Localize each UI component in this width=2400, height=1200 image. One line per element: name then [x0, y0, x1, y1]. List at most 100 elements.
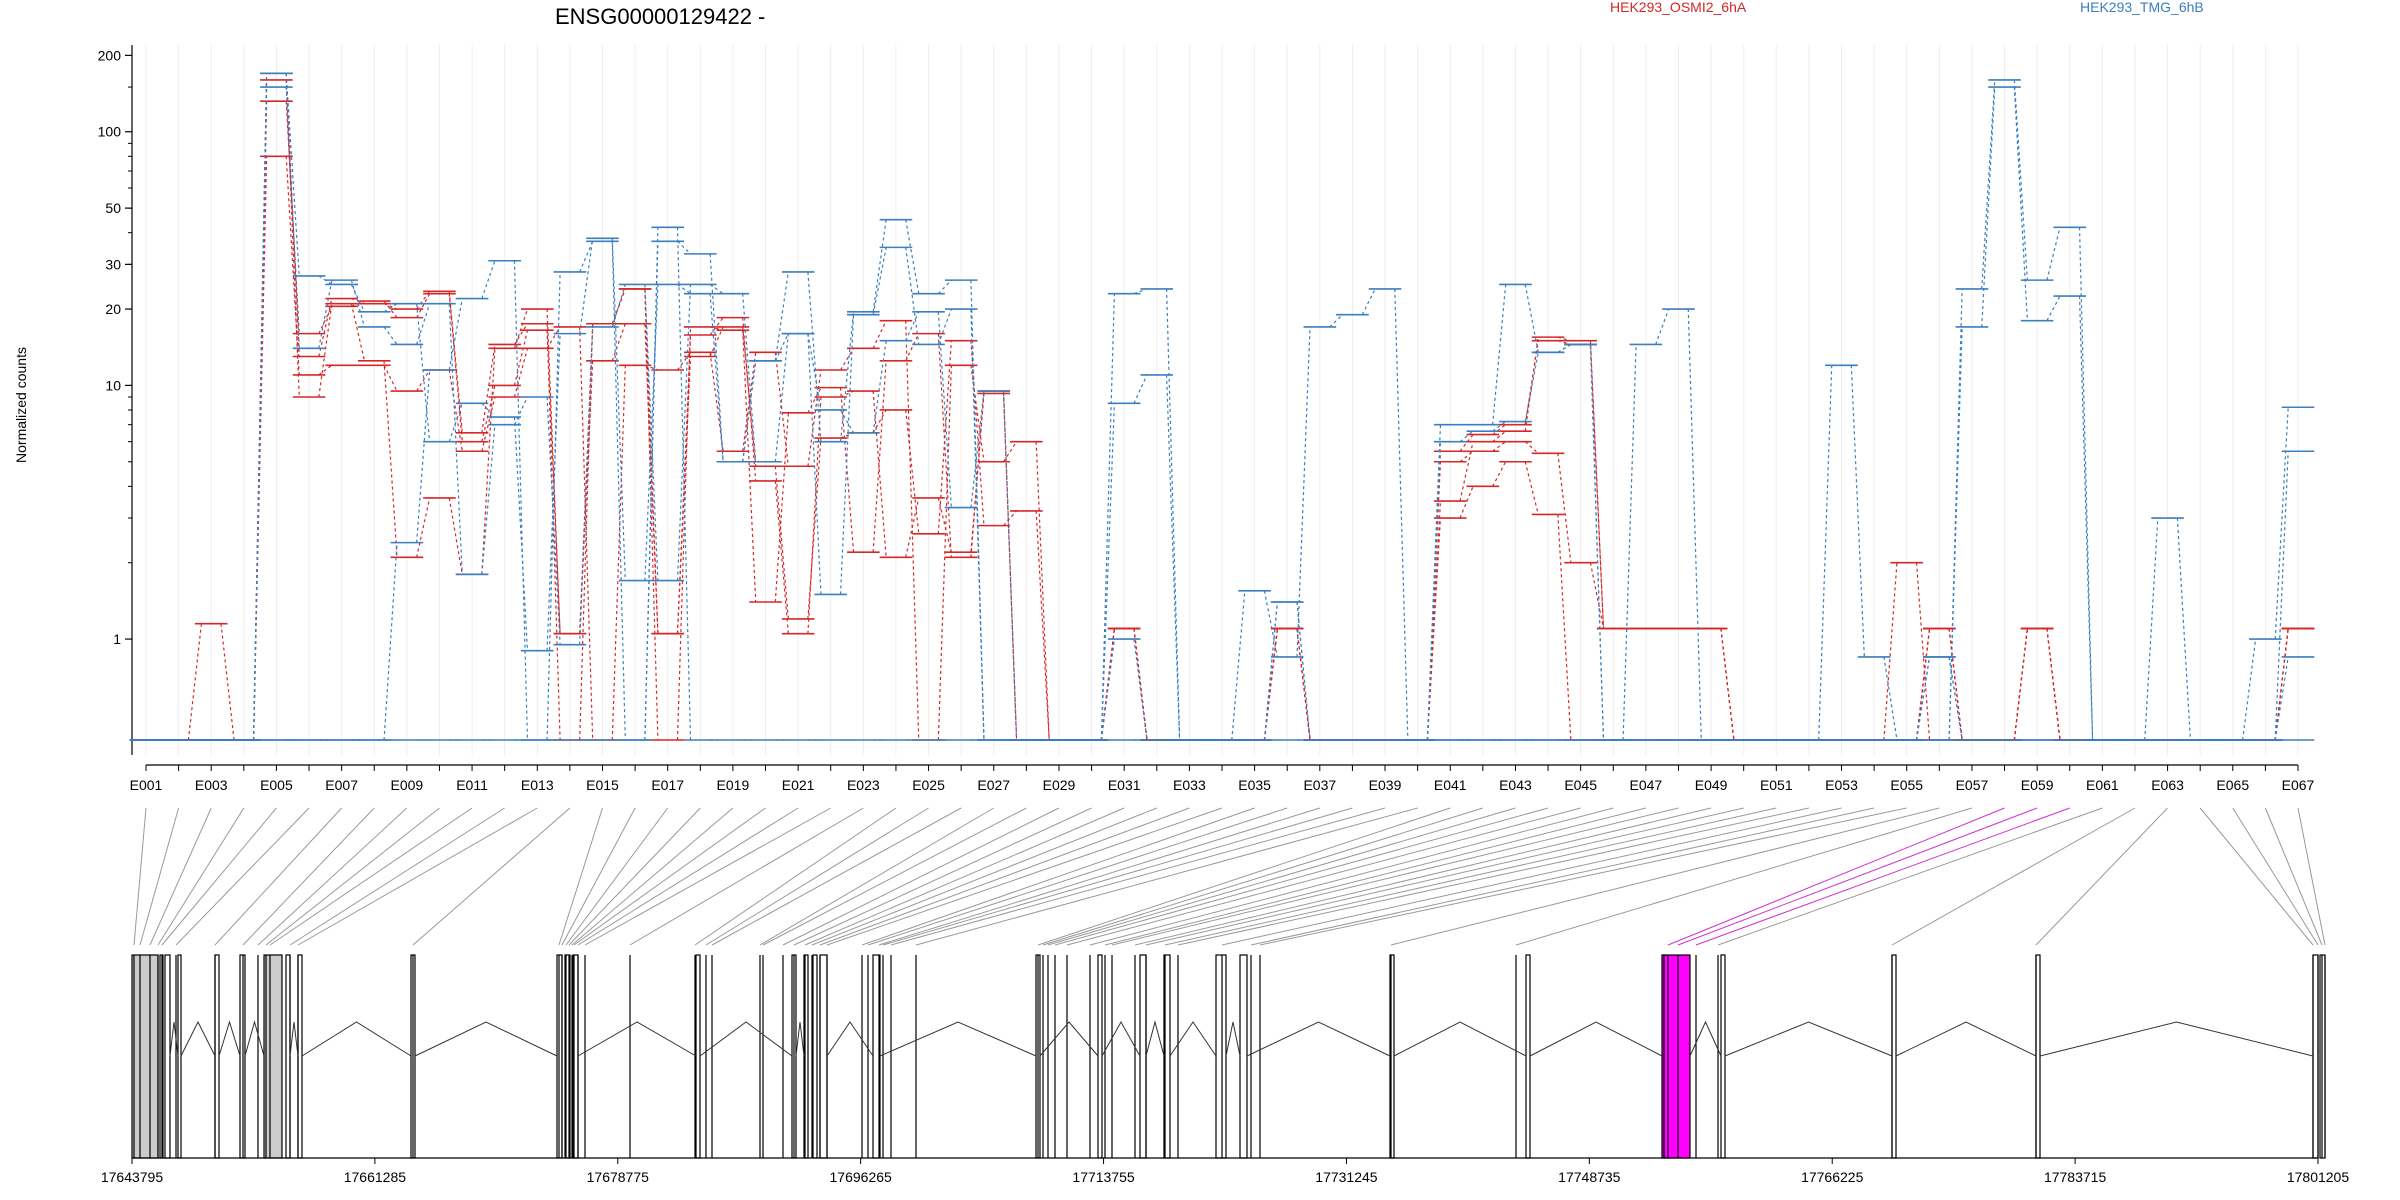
series-5-connector-66	[2274, 451, 2289, 741]
series-6-connector-36	[1296, 326, 1311, 657]
y-axis: 1 10 20 30 50 100 200	[98, 45, 133, 755]
series-6-connector-9	[416, 369, 431, 543]
intron-21	[1101, 1020, 1141, 1057]
series-6-connector-20	[774, 271, 789, 361]
series-6-connector-53	[1850, 365, 1865, 657]
genomic-tick-label-17661285: 17661285	[344, 1169, 407, 1185]
genomic-tick-label-17696265: 17696265	[830, 1169, 893, 1185]
genomic-tick-label-17643795: 17643795	[101, 1169, 164, 1185]
series-0-connector-23	[872, 320, 887, 349]
series-5-connector-20	[774, 333, 789, 362]
series-2-connector-6	[318, 303, 333, 398]
connector-e061	[1717, 807, 2103, 946]
series-2-connector-25	[937, 497, 952, 553]
series-5-connector-45	[1589, 344, 1605, 741]
series-5-connector-32	[1165, 374, 1181, 741]
series-3-connector-18	[709, 326, 724, 331]
exon-block-21	[1097, 954, 1103, 1159]
x-tick-label-e041: E041	[1434, 777, 1467, 793]
series-5-connector-10	[448, 403, 463, 442]
x-tick-label-e009: E009	[390, 777, 423, 793]
series-0-connector-20	[774, 352, 789, 467]
connector-e051	[1164, 807, 1777, 946]
intron-15	[795, 1021, 805, 1057]
x-tick-label-e049: E049	[1695, 777, 1728, 793]
genomic-tick-label-17766225: 17766225	[1801, 1169, 1864, 1185]
connector-e063	[2035, 807, 2168, 946]
intron-25	[1246, 1021, 1391, 1057]
series-6-connector-14	[579, 241, 594, 273]
connector-e021	[577, 807, 799, 946]
series-3-connector-25	[937, 333, 952, 558]
series-0-connector-54	[1883, 562, 1898, 741]
series-6-connector-25	[937, 279, 952, 295]
exon-block-27	[1525, 954, 1531, 1159]
series-5-connector-56	[1948, 656, 1963, 741]
genomic-tick-label-17713755: 17713755	[1072, 1169, 1135, 1185]
series-4-connector-22	[839, 409, 855, 434]
series-3-connector-15	[611, 288, 626, 324]
series-2-connector-27	[1002, 393, 1018, 741]
series-1-connector-10	[448, 293, 463, 442]
intron-32	[2039, 1021, 2314, 1057]
x-tick-label-e007: E007	[325, 777, 358, 793]
series-4-connector-24	[905, 311, 920, 341]
x-tick-label-e053: E053	[1825, 777, 1858, 793]
series-1-connector-20	[774, 466, 789, 620]
connector-e040	[915, 807, 1418, 946]
series-3-connector-43	[1524, 340, 1539, 425]
series-6-connector-63	[2176, 517, 2191, 741]
connector-e031	[804, 807, 1125, 946]
genomic-coordinate-axis: 17643795 17661285 17678775 17696265 17713755…	[101, 1157, 2349, 1185]
series-0-connector-21	[807, 369, 822, 467]
connector-e062	[1891, 807, 2136, 946]
series-2-connector-23	[872, 391, 887, 558]
series-1-connector-15	[611, 323, 626, 362]
series-2-connector-9	[416, 497, 431, 558]
connector-e022	[584, 807, 831, 946]
series-2-connector-12	[513, 308, 529, 349]
exon-block-5	[214, 954, 220, 1159]
connector-e050	[1145, 807, 1744, 946]
intron-24	[1225, 1021, 1241, 1057]
series-3-connector-36	[1296, 628, 1311, 741]
series-6-connector-26	[970, 280, 985, 741]
series-6-connector-58	[2013, 79, 2028, 281]
series-5-connector-22	[839, 314, 855, 595]
connector-e058	[1667, 807, 2005, 946]
exon-connector-layer	[133, 807, 2326, 946]
intron-19	[879, 1021, 1037, 1057]
connector-e029	[782, 807, 1060, 946]
connector-e054	[1250, 807, 1875, 946]
series-0-connector-17	[676, 351, 692, 371]
connector-e017	[565, 807, 669, 946]
series-5-connector-9	[416, 303, 431, 442]
x-tick-label-e065: E065	[2216, 777, 2249, 793]
series-2-connector-24	[905, 497, 920, 558]
series-1-connector-6	[318, 306, 333, 334]
x-tick-label-e059: E059	[2021, 777, 2054, 793]
series-4-connector-66	[2274, 656, 2289, 741]
series-6-connector-8	[383, 542, 398, 741]
x-axis: E001 E003 E005 E007 E009 E011 E013 E015 E017 E019…	[130, 764, 2315, 793]
exon-block-24	[1215, 954, 1227, 1159]
series-1-connector-28	[1035, 510, 1050, 741]
intron-5	[218, 1020, 241, 1057]
series-1-connector-44	[1557, 453, 1572, 563]
series-2-connector-40	[1426, 501, 1442, 741]
connector-e028	[762, 807, 1027, 946]
series-3-connector-44	[1557, 340, 1572, 346]
y-tick-label-50: 50	[105, 200, 121, 216]
series-0-connector-24	[905, 320, 920, 741]
connector-e037	[878, 807, 1320, 946]
series-0-connector-43	[1524, 461, 1539, 515]
connector-e048	[1111, 807, 1679, 946]
x-tick-label-e037: E037	[1303, 777, 1336, 793]
series-3-connector-66	[2274, 628, 2289, 741]
series-2-connector-20	[774, 480, 789, 634]
series-3-connector-55	[1915, 628, 1931, 741]
series-4-connector-13	[546, 396, 561, 645]
connector-e034	[826, 807, 1223, 946]
series-1-connector-19	[742, 326, 757, 467]
series-6-connector-52	[1818, 365, 1833, 741]
